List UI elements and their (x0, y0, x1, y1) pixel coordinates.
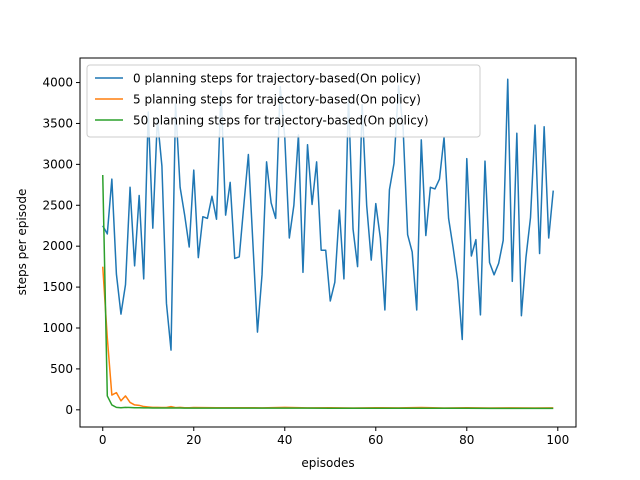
y-tick-label: 1000 (42, 321, 73, 335)
y-tick-label: 3000 (42, 157, 73, 171)
plot-lines (102, 78, 554, 410)
y-tick-label: 3500 (42, 116, 73, 130)
series-line-1 (102, 78, 554, 351)
legend-label-3: 50 planning steps for trajectory-based(O… (133, 114, 429, 128)
y-tick-label: 1500 (42, 280, 73, 294)
x-axis-label: episodes (301, 456, 354, 470)
legend: 0 planning steps for trajectory-based(On… (86, 64, 481, 138)
y-axis-ticks: 0 500 1000 1500 2000 2500 3000 3500 4000 (42, 76, 80, 417)
legend-box (86, 64, 481, 138)
legend-label-1: 0 planning steps for trajectory-based(On… (133, 72, 421, 86)
y-tick-label: 2500 (42, 198, 73, 212)
y-axis-label: steps per episode (15, 189, 29, 296)
x-axis-ticks: 0 20 40 60 80 100 (99, 427, 569, 447)
y-tick-label: 0 (65, 403, 73, 417)
y-tick-label: 500 (50, 362, 73, 376)
x-tick-label: 60 (368, 433, 383, 447)
x-tick-label: 80 (459, 433, 474, 447)
x-tick-label: 100 (546, 433, 569, 447)
y-tick-label: 2000 (42, 239, 73, 253)
x-tick-label: 20 (186, 433, 201, 447)
plot-frame (79, 57, 577, 428)
series-line-3 (102, 174, 554, 410)
x-tick-label: 0 (99, 433, 107, 447)
x-tick-label: 40 (277, 433, 292, 447)
y-tick-label: 4000 (42, 76, 73, 90)
legend-label-2: 5 planning steps for trajectory-based(On… (133, 93, 421, 107)
